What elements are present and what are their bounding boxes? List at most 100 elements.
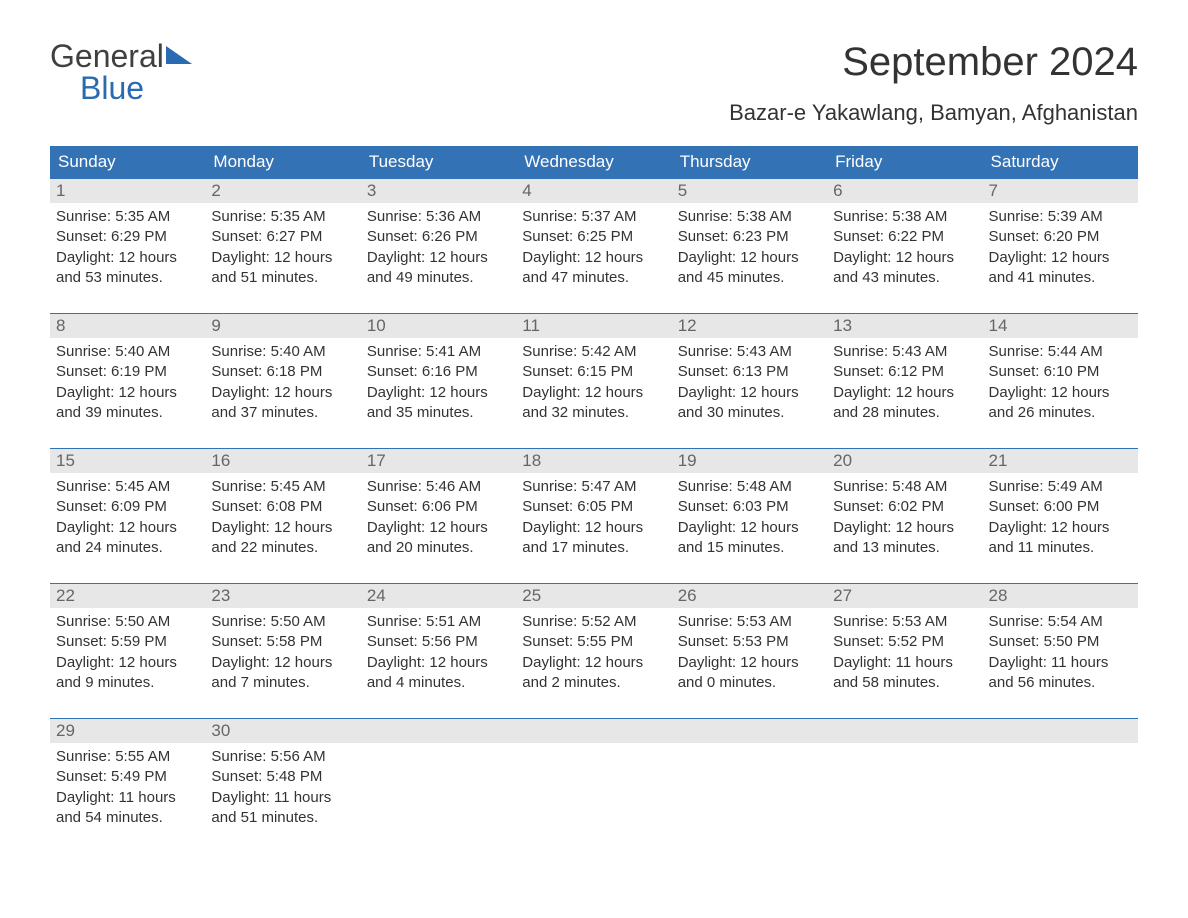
daylight-line-1: Daylight: 12 hours: [989, 518, 1132, 538]
daylight-line-2: and 28 minutes.: [833, 403, 976, 423]
day-content: Sunrise: 5:55 AMSunset: 5:49 PMDaylight:…: [50, 743, 205, 853]
sunset-line: Sunset: 6:23 PM: [678, 227, 821, 247]
sunrise-line: Sunrise: 5:35 AM: [211, 207, 354, 227]
weekday-friday: Friday: [827, 146, 982, 179]
sunset-line: Sunset: 6:12 PM: [833, 362, 976, 382]
day-content: [983, 743, 1138, 772]
sunset-line: Sunset: 6:19 PM: [56, 362, 199, 382]
daylight-line-1: Daylight: 12 hours: [522, 248, 665, 268]
day-cell: Sunrise: 5:54 AMSunset: 5:50 PMDaylight:…: [983, 608, 1138, 719]
day-content: Sunrise: 5:36 AMSunset: 6:26 PMDaylight:…: [361, 203, 516, 313]
day-cell: [672, 743, 827, 853]
day-content: Sunrise: 5:53 AMSunset: 5:52 PMDaylight:…: [827, 608, 982, 718]
day-number-cell: 10: [361, 314, 516, 339]
sunrise-line: Sunrise: 5:37 AM: [522, 207, 665, 227]
day-number-cell: 12: [672, 314, 827, 339]
sunset-line: Sunset: 5:53 PM: [678, 632, 821, 652]
day-number: 1: [50, 179, 205, 203]
sunrise-line: Sunrise: 5:40 AM: [211, 342, 354, 362]
daylight-line-1: Daylight: 12 hours: [211, 653, 354, 673]
daylight-line-2: and 32 minutes.: [522, 403, 665, 423]
sunrise-line: Sunrise: 5:48 AM: [678, 477, 821, 497]
daylight-line-1: Daylight: 12 hours: [522, 518, 665, 538]
sunset-line: Sunset: 6:20 PM: [989, 227, 1132, 247]
daylight-line-1: Daylight: 12 hours: [367, 383, 510, 403]
day-content: [361, 743, 516, 772]
sunset-line: Sunset: 5:58 PM: [211, 632, 354, 652]
daylight-line-2: and 41 minutes.: [989, 268, 1132, 288]
daylight-line-2: and 39 minutes.: [56, 403, 199, 423]
day-content: Sunrise: 5:50 AMSunset: 5:59 PMDaylight:…: [50, 608, 205, 718]
day-number-row: 15161718192021: [50, 449, 1138, 474]
day-number-cell: 4: [516, 179, 671, 204]
daylight-line-2: and 4 minutes.: [367, 673, 510, 693]
day-content: Sunrise: 5:45 AMSunset: 6:08 PMDaylight:…: [205, 473, 360, 583]
day-content: Sunrise: 5:40 AMSunset: 6:19 PMDaylight:…: [50, 338, 205, 448]
day-number-cell: 21: [983, 449, 1138, 474]
day-number-cell: [827, 719, 982, 744]
day-number-cell: 6: [827, 179, 982, 204]
day-content: Sunrise: 5:49 AMSunset: 6:00 PMDaylight:…: [983, 473, 1138, 583]
day-number: 26: [672, 584, 827, 608]
daylight-line-1: Daylight: 12 hours: [833, 383, 976, 403]
day-number: 12: [672, 314, 827, 338]
day-number: 18: [516, 449, 671, 473]
day-number-cell: 18: [516, 449, 671, 474]
day-number: 28: [983, 584, 1138, 608]
day-cell: Sunrise: 5:50 AMSunset: 5:58 PMDaylight:…: [205, 608, 360, 719]
sunrise-line: Sunrise: 5:38 AM: [678, 207, 821, 227]
sunrise-line: Sunrise: 5:42 AM: [522, 342, 665, 362]
day-cell: Sunrise: 5:44 AMSunset: 6:10 PMDaylight:…: [983, 338, 1138, 449]
day-content: Sunrise: 5:47 AMSunset: 6:05 PMDaylight:…: [516, 473, 671, 583]
sunrise-line: Sunrise: 5:52 AM: [522, 612, 665, 632]
day-cell: Sunrise: 5:45 AMSunset: 6:08 PMDaylight:…: [205, 473, 360, 584]
daylight-line-2: and 2 minutes.: [522, 673, 665, 693]
weekday-thursday: Thursday: [672, 146, 827, 179]
calendar-table: Sunday Monday Tuesday Wednesday Thursday…: [50, 146, 1138, 853]
day-number-cell: 25: [516, 584, 671, 609]
day-number: 3: [361, 179, 516, 203]
sunrise-line: Sunrise: 5:49 AM: [989, 477, 1132, 497]
sunset-line: Sunset: 6:18 PM: [211, 362, 354, 382]
sunset-line: Sunset: 5:59 PM: [56, 632, 199, 652]
day-number-row: 1234567: [50, 179, 1138, 204]
daylight-line-1: Daylight: 12 hours: [833, 518, 976, 538]
day-content: Sunrise: 5:39 AMSunset: 6:20 PMDaylight:…: [983, 203, 1138, 313]
daylight-line-1: Daylight: 12 hours: [56, 518, 199, 538]
day-number-cell: 24: [361, 584, 516, 609]
day-cell: Sunrise: 5:39 AMSunset: 6:20 PMDaylight:…: [983, 203, 1138, 314]
daylight-line-2: and 43 minutes.: [833, 268, 976, 288]
day-cell: Sunrise: 5:46 AMSunset: 6:06 PMDaylight:…: [361, 473, 516, 584]
day-number: [827, 719, 982, 723]
day-cell: Sunrise: 5:43 AMSunset: 6:13 PMDaylight:…: [672, 338, 827, 449]
sunrise-line: Sunrise: 5:53 AM: [833, 612, 976, 632]
sunrise-line: Sunrise: 5:46 AM: [367, 477, 510, 497]
day-number-cell: 19: [672, 449, 827, 474]
daylight-line-2: and 26 minutes.: [989, 403, 1132, 423]
day-cell: Sunrise: 5:43 AMSunset: 6:12 PMDaylight:…: [827, 338, 982, 449]
day-number-cell: 11: [516, 314, 671, 339]
day-content: Sunrise: 5:38 AMSunset: 6:22 PMDaylight:…: [827, 203, 982, 313]
daylight-line-2: and 9 minutes.: [56, 673, 199, 693]
logo-triangle-icon: [166, 46, 192, 64]
day-number: 23: [205, 584, 360, 608]
daylight-line-2: and 51 minutes.: [211, 268, 354, 288]
day-number-cell: 13: [827, 314, 982, 339]
daylight-line-1: Daylight: 12 hours: [211, 248, 354, 268]
day-number-row: 2930: [50, 719, 1138, 744]
day-number: 7: [983, 179, 1138, 203]
day-number-cell: 16: [205, 449, 360, 474]
daylight-line-1: Daylight: 12 hours: [211, 383, 354, 403]
daylight-line-2: and 54 minutes.: [56, 808, 199, 828]
day-cell: Sunrise: 5:52 AMSunset: 5:55 PMDaylight:…: [516, 608, 671, 719]
day-content-row: Sunrise: 5:50 AMSunset: 5:59 PMDaylight:…: [50, 608, 1138, 719]
sunset-line: Sunset: 6:10 PM: [989, 362, 1132, 382]
day-number: 19: [672, 449, 827, 473]
daylight-line-2: and 56 minutes.: [989, 673, 1132, 693]
calendar-body: 1234567Sunrise: 5:35 AMSunset: 6:29 PMDa…: [50, 179, 1138, 854]
day-number-row: 22232425262728: [50, 584, 1138, 609]
daylight-line-1: Daylight: 12 hours: [522, 383, 665, 403]
day-number-cell: [672, 719, 827, 744]
day-number: 25: [516, 584, 671, 608]
day-cell: Sunrise: 5:42 AMSunset: 6:15 PMDaylight:…: [516, 338, 671, 449]
